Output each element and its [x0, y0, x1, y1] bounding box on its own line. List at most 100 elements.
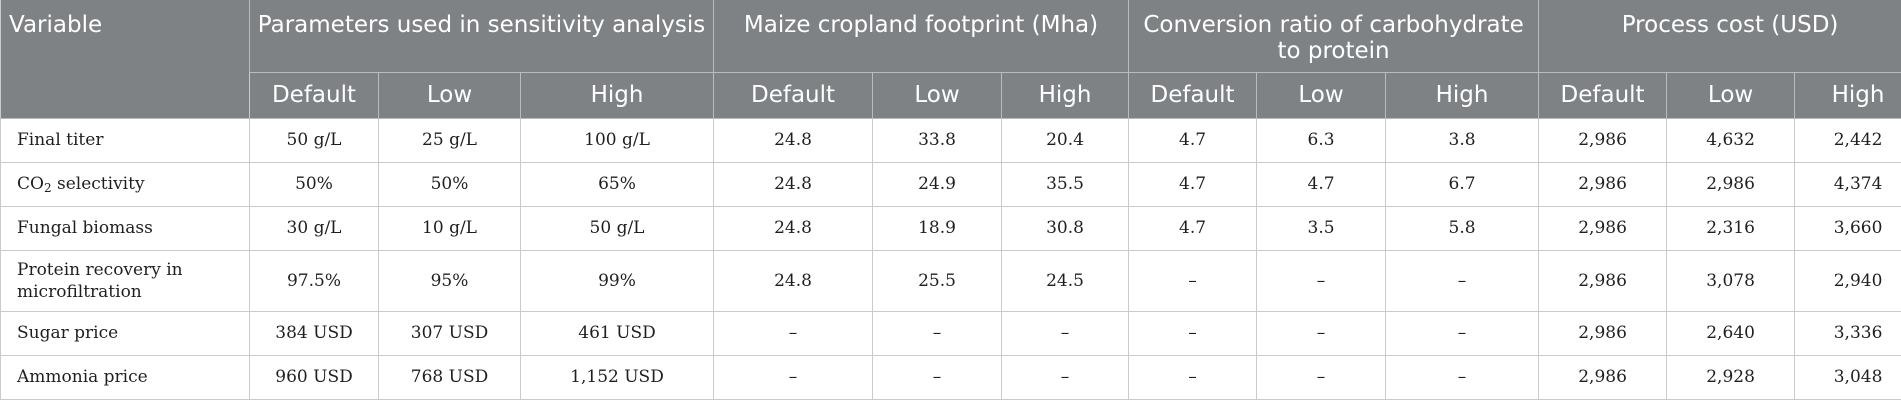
table-cell: 2,986 — [1538, 206, 1667, 251]
table-cell: 3,336 — [1794, 311, 1901, 356]
header-high: High — [1385, 72, 1539, 119]
table-cell: 4.7 — [1256, 162, 1386, 207]
table-cell: 6.7 — [1385, 162, 1539, 207]
table-cell: 50% — [378, 162, 521, 207]
header-low: Low — [1666, 72, 1795, 119]
row-label: Protein recovery in microfiltration — [0, 250, 250, 312]
table-cell: – — [872, 311, 1002, 356]
table-cell: 4.7 — [1128, 162, 1257, 207]
table-row-sugar-price: Sugar price 384 USD 307 USD 461 USD – – … — [0, 311, 1901, 356]
table-cell: 2,640 — [1666, 311, 1795, 356]
table-cell: 3,078 — [1666, 250, 1795, 312]
table-cell: – — [1128, 355, 1257, 400]
row-label: Fungal biomass — [0, 206, 250, 251]
table-row-final-titer: Final titer 50 g/L 25 g/L 100 g/L 24.8 3… — [0, 118, 1901, 163]
table-row-protein-recovery: Protein recovery in microfiltration 97.5%… — [0, 250, 1901, 312]
table-cell: 5.8 — [1385, 206, 1539, 251]
table-cell: 3.8 — [1385, 118, 1539, 163]
table-cell: 65% — [519, 162, 714, 207]
table-cell: 4.7 — [1128, 118, 1257, 163]
table-cell: 50 g/L — [519, 206, 714, 251]
row-label-text: selectivity — [51, 174, 145, 194]
header-default: Default — [249, 72, 379, 119]
table-cell: – — [1256, 311, 1386, 356]
table-cell: 3,048 — [1794, 355, 1901, 400]
table-cell: 2,986 — [1538, 118, 1667, 163]
table-cell: 2,986 — [1538, 355, 1667, 400]
table-cell: 384 USD — [249, 311, 379, 356]
table-cell: 3,660 — [1794, 206, 1901, 251]
table-cell: 2,316 — [1666, 206, 1795, 251]
table-row-co2-selectivity: CO2 selectivity 50% 50% 65% 24.8 24.9 35… — [0, 162, 1901, 207]
header-row-groups: Variable Parameters used in sensitivity … — [0, 0, 1901, 119]
header-low: Low — [872, 72, 1002, 119]
table-cell: 33.8 — [872, 118, 1002, 163]
table-cell: 3.5 — [1256, 206, 1386, 251]
header-high: High — [1794, 72, 1901, 119]
table-row-fungal-biomass: Fungal biomass 30 g/L 10 g/L 50 g/L 24.8… — [0, 206, 1901, 251]
row-label: CO2 selectivity — [0, 162, 250, 207]
table-cell: 25 g/L — [378, 118, 521, 163]
table-cell: 100 g/L — [519, 118, 714, 163]
header-group-parameters: Parameters used in sensitivity analysis — [248, 0, 714, 73]
table-cell: 2,986 — [1538, 250, 1667, 312]
header-low: Low — [378, 72, 521, 119]
header-default: Default — [713, 72, 873, 119]
header-variable: Variable — [0, 0, 250, 119]
table-cell: 2,986 — [1538, 311, 1667, 356]
table-cell: 30 g/L — [249, 206, 379, 251]
header-group-conversion: Conversion ratio of carbohydrate to prot… — [1128, 0, 1539, 73]
row-label-line: Protein recovery in — [17, 259, 183, 280]
header-low: Low — [1256, 72, 1386, 119]
table-cell: 768 USD — [378, 355, 521, 400]
table-cell: 24.9 — [872, 162, 1002, 207]
header-default: Default — [1538, 72, 1667, 119]
table-cell: 20.4 — [1001, 118, 1129, 163]
table-cell: 960 USD — [249, 355, 379, 400]
table-cell: 10 g/L — [378, 206, 521, 251]
table-cell: 99% — [519, 250, 714, 312]
table-cell: 30.8 — [1001, 206, 1129, 251]
table-cell: 1,152 USD — [519, 355, 714, 400]
table-cell: – — [1128, 311, 1257, 356]
table-cell: 24.8 — [713, 118, 873, 163]
row-label-line: microfiltration — [17, 281, 142, 302]
header-row-sub: Default Low High Default Low High Defaul… — [1, 72, 1901, 119]
table-cell: 461 USD — [519, 311, 714, 356]
table-cell: 2,928 — [1666, 355, 1795, 400]
table-cell: 4,374 — [1794, 162, 1901, 207]
table-cell: 307 USD — [378, 311, 521, 356]
table-cell: 50% — [249, 162, 379, 207]
table-cell: 24.8 — [713, 250, 873, 312]
table-cell: 2,940 — [1794, 250, 1901, 312]
table-cell: 24.8 — [713, 162, 873, 207]
header-default: Default — [1128, 72, 1257, 119]
row-label: Sugar price — [0, 311, 250, 356]
table-cell: 95% — [378, 250, 521, 312]
table-cell: – — [713, 311, 873, 356]
table-cell: 4.7 — [1128, 206, 1257, 251]
row-label: Final titer — [0, 118, 250, 163]
table-cell: 25.5 — [872, 250, 1002, 312]
table-cell: 4,632 — [1666, 118, 1795, 163]
table-cell: – — [1385, 250, 1539, 312]
table-cell: 2,986 — [1538, 162, 1667, 207]
header-group-cost: Process cost (USD) — [1538, 0, 1901, 73]
table-cell: – — [1128, 250, 1257, 312]
table-cell: 18.9 — [872, 206, 1002, 251]
table-cell: – — [1256, 250, 1386, 312]
table-cell: – — [1001, 311, 1129, 356]
row-label-text: CO — [17, 174, 44, 194]
table-cell: 35.5 — [1001, 162, 1129, 207]
table-cell: – — [1385, 311, 1539, 356]
table-cell: 2,986 — [1666, 162, 1795, 207]
row-label: Ammonia price — [0, 355, 250, 400]
header-group-cropland: Maize cropland footprint (Mha) — [713, 0, 1129, 73]
table-cell: 24.8 — [713, 206, 873, 251]
table-cell: – — [872, 355, 1002, 400]
table-row-ammonia-price: Ammonia price 960 USD 768 USD 1,152 USD … — [0, 355, 1901, 400]
header-high: High — [1001, 72, 1129, 119]
table-cell: – — [1385, 355, 1539, 400]
table-cell: 2,442 — [1794, 118, 1901, 163]
